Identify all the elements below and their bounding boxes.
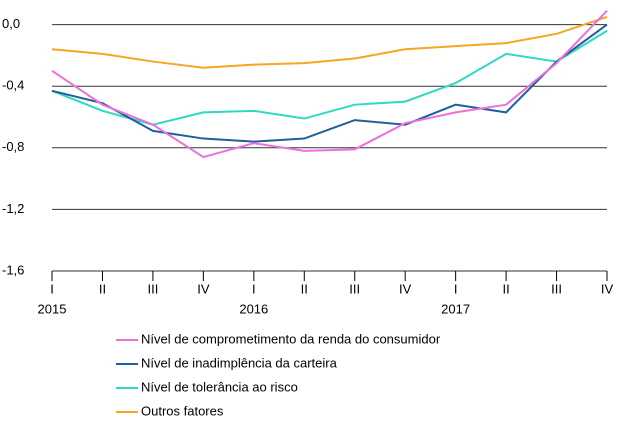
x-tick-label: IV [197,281,210,296]
x-tick-label: III [349,281,360,296]
x-tick-label: I [252,281,256,296]
year-label: 2016 [239,301,268,316]
year-label: 2015 [38,301,67,316]
x-tick-label: II [301,281,308,296]
x-tick-label: II [502,281,509,296]
y-tick-label: -0,8 [2,139,24,154]
legend-label: Nível de inadimplência da carteira [141,355,338,370]
x-tick-label: IV [601,281,614,296]
series-line [51,10,608,159]
y-tick-label: -1,6 [2,262,24,277]
year-label: 2017 [441,301,470,316]
legend-label: Outros fatores [141,403,224,418]
series-line [51,15,608,69]
x-tick-label: I [50,281,54,296]
x-tick-label: III [551,281,562,296]
y-tick-label: -0,4 [2,78,24,93]
series-line [51,23,608,143]
legend-label: Nível de comprometimento da renda do con… [141,331,441,346]
legend-label: Nível de tolerância ao risco [141,379,298,394]
x-tick-label: II [99,281,106,296]
x-tick-label: III [147,281,158,296]
y-tick-label: 0,0 [2,16,20,31]
x-tick-label: IV [399,281,412,296]
series-line [51,29,608,126]
x-tick-label: I [454,281,458,296]
y-tick-label: -1,2 [2,201,24,216]
